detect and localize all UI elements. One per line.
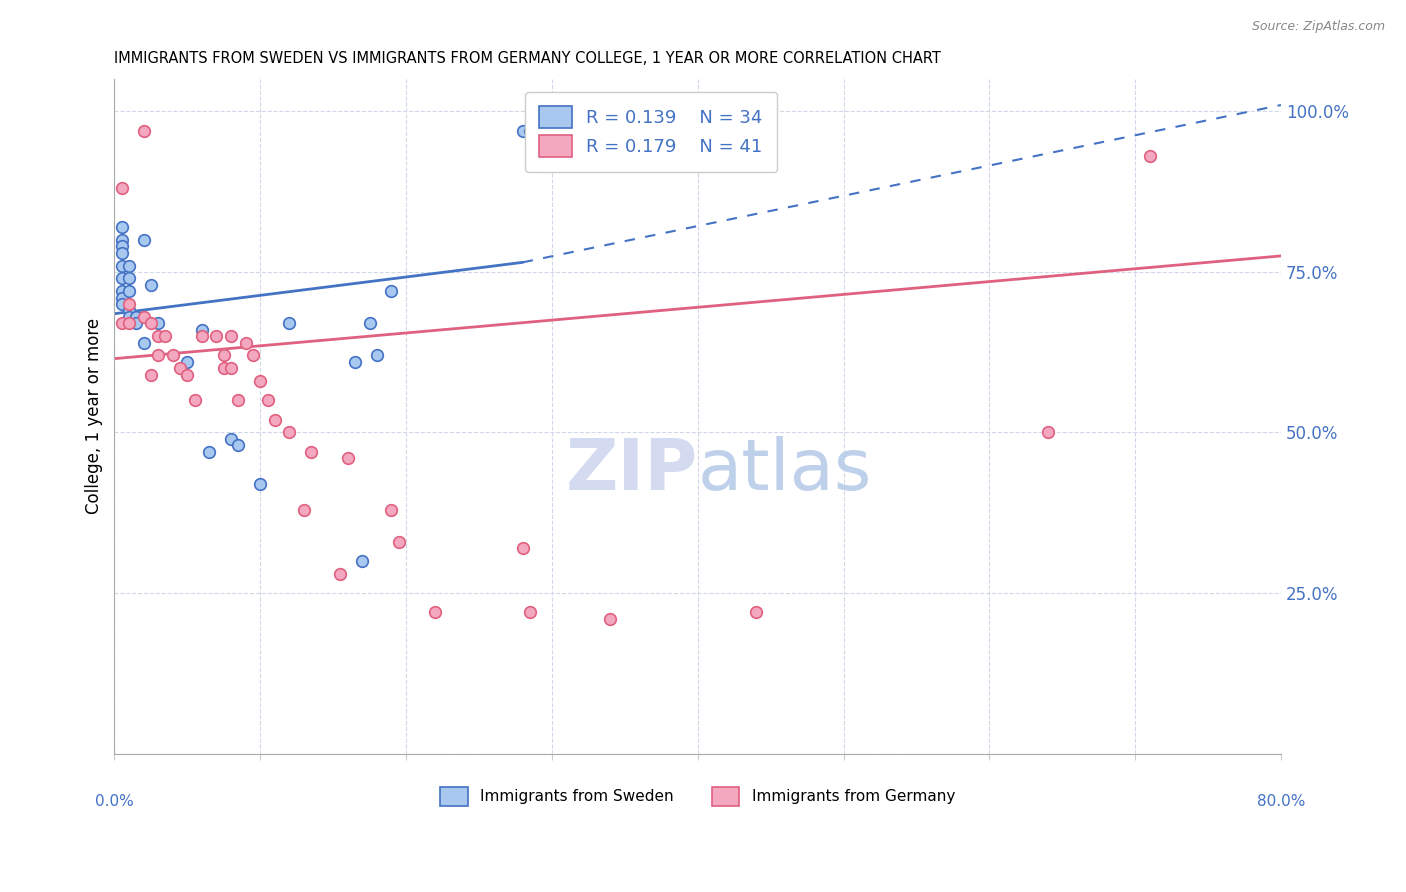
Point xyxy=(183,393,205,408)
Point xyxy=(1139,149,1161,163)
Point xyxy=(132,310,155,324)
Point xyxy=(299,444,322,458)
Point xyxy=(343,355,366,369)
Point xyxy=(519,605,541,619)
Point xyxy=(146,316,169,330)
Text: 80.0%: 80.0% xyxy=(1257,794,1305,809)
Point xyxy=(125,316,148,330)
Text: ZIP: ZIP xyxy=(565,436,697,505)
Point xyxy=(228,393,250,408)
Point xyxy=(219,361,242,376)
Point xyxy=(139,316,162,330)
Point xyxy=(198,444,221,458)
Point xyxy=(125,310,148,324)
Point xyxy=(132,335,155,350)
Text: atlas: atlas xyxy=(697,436,872,505)
Point xyxy=(388,534,411,549)
Point xyxy=(111,245,134,260)
Point xyxy=(519,124,541,138)
Point xyxy=(329,566,352,581)
Legend: Immigrants from Sweden, Immigrants from Germany: Immigrants from Sweden, Immigrants from … xyxy=(433,780,963,814)
Point xyxy=(512,124,534,138)
Point xyxy=(278,425,301,440)
Point xyxy=(132,124,155,138)
Point xyxy=(191,323,214,337)
Point xyxy=(219,432,242,446)
Point xyxy=(212,348,235,362)
Text: 0.0%: 0.0% xyxy=(96,794,134,809)
Point xyxy=(169,361,191,376)
Point xyxy=(146,329,169,343)
Point xyxy=(118,259,141,273)
Point xyxy=(380,502,402,516)
Text: Source: ZipAtlas.com: Source: ZipAtlas.com xyxy=(1251,20,1385,33)
Text: IMMIGRANTS FROM SWEDEN VS IMMIGRANTS FROM GERMANY COLLEGE, 1 YEAR OR MORE CORREL: IMMIGRANTS FROM SWEDEN VS IMMIGRANTS FRO… xyxy=(114,51,941,66)
Point xyxy=(336,451,359,466)
Point xyxy=(242,348,264,362)
Point xyxy=(111,220,134,235)
Point xyxy=(146,348,169,362)
Point xyxy=(745,605,768,619)
Point xyxy=(425,605,447,619)
Point xyxy=(256,393,278,408)
Point xyxy=(111,233,134,247)
Point xyxy=(111,316,134,330)
Point xyxy=(111,291,134,305)
Point xyxy=(118,303,141,318)
Point xyxy=(359,316,381,330)
Point xyxy=(1036,425,1059,440)
Point xyxy=(191,329,214,343)
Point xyxy=(512,541,534,555)
Point xyxy=(111,259,134,273)
Point xyxy=(176,355,198,369)
Point xyxy=(118,310,141,324)
Point xyxy=(176,368,198,382)
Point xyxy=(352,554,374,568)
Point xyxy=(249,374,271,388)
Point xyxy=(111,239,134,253)
Point xyxy=(111,284,134,298)
Point xyxy=(111,297,134,311)
Point xyxy=(380,284,402,298)
Point xyxy=(249,476,271,491)
Point xyxy=(278,316,301,330)
Y-axis label: College, 1 year or more: College, 1 year or more xyxy=(86,318,103,515)
Point xyxy=(118,316,141,330)
Point xyxy=(111,181,134,195)
Point xyxy=(111,271,134,285)
Point xyxy=(263,412,285,426)
Point xyxy=(366,348,388,362)
Point xyxy=(118,297,141,311)
Point xyxy=(599,612,621,626)
Point xyxy=(228,438,250,452)
Point xyxy=(205,329,228,343)
Point xyxy=(155,329,177,343)
Point xyxy=(292,502,315,516)
Point xyxy=(132,233,155,247)
Point xyxy=(235,335,257,350)
Point xyxy=(118,284,141,298)
Point xyxy=(219,329,242,343)
Point xyxy=(162,348,184,362)
Point xyxy=(118,271,141,285)
Point xyxy=(139,277,162,292)
Point xyxy=(139,368,162,382)
Point xyxy=(212,361,235,376)
